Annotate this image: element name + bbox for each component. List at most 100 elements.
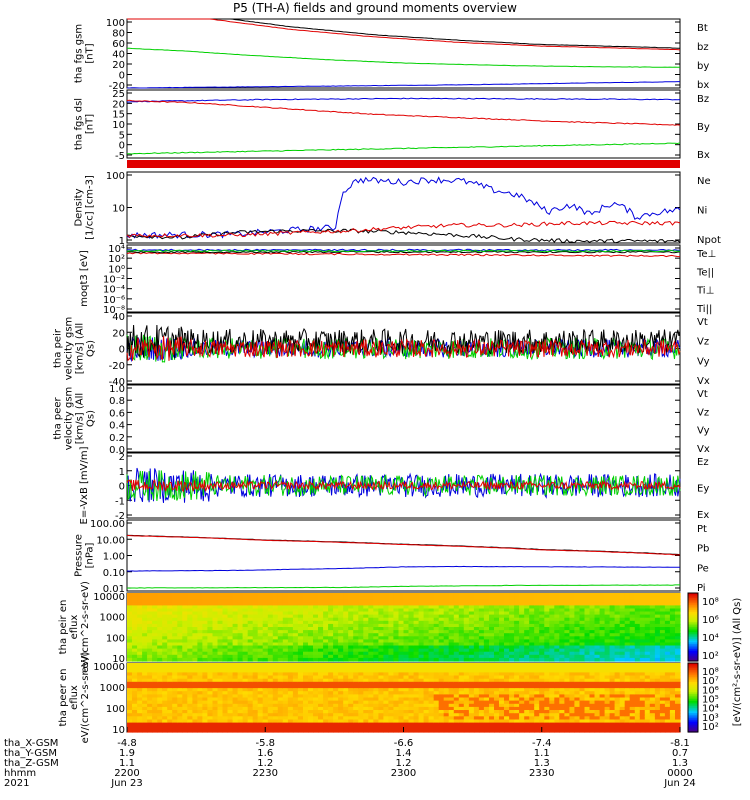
spectrogram-cell [207,688,213,692]
spectrogram-cell [393,648,399,653]
spectrogram-cell [529,627,535,631]
spectrogram-cell [142,697,148,702]
spectrogram-cell [172,617,178,622]
spectrogram-cell [282,642,289,647]
spectrogram-cell [654,639,661,644]
spectrogram-cell [534,710,540,714]
spectrogram-cell [569,728,575,733]
y-tick-label: 25 [112,89,125,100]
spectrogram-cell [142,694,148,699]
spectrogram-cell [303,728,309,733]
spectrogram-cell [217,706,224,711]
y-tick-label: 10² [108,254,125,265]
spectrogram-cell [232,648,239,653]
spectrogram-cell [539,602,545,606]
spectrogram-cell [157,697,163,702]
spectrogram-cell [443,685,450,689]
spectrogram-cell [594,713,601,717]
spectrogram-cell [152,623,158,628]
spectrogram-cell [192,713,198,717]
spectrogram-cell [328,697,334,702]
spectrogram-cell [182,713,188,717]
spectrogram-cell [614,675,621,680]
spectrogram-cell [227,666,234,670]
spectrogram-cell [599,633,606,637]
spectrogram-cell [664,611,671,616]
spectrogram-cell [267,691,274,695]
spectrogram-cell [368,688,374,692]
spectrogram-cell [609,675,616,680]
spectrogram-cell [292,599,299,603]
spectrogram-cell [142,716,148,720]
spectrogram-cell [353,633,359,637]
spectrogram-cell [649,716,656,720]
spectrogram-cell [232,685,239,689]
spectrogram-cell [478,620,485,625]
spectrogram-cell [569,651,575,656]
spectrogram-cell [308,657,314,662]
spectrogram-cell [358,700,364,705]
spectrogram-cell [569,605,575,610]
spectrogram-cell [247,666,254,670]
spectrogram-cell [348,623,354,628]
spectrogram-cell [494,694,500,699]
spectrogram-cell [473,703,480,708]
spectrogram-cell [202,691,208,695]
spectrogram-cell [217,627,224,631]
spectrogram-cell [383,694,389,699]
spectrogram-cell [192,685,198,689]
spectrogram-cell [217,666,224,670]
spectrogram-cell [152,605,158,610]
spectrogram-cell [549,672,555,677]
spectrogram-cell [182,700,188,705]
spectrogram-cell [292,728,299,733]
spectrogram-cell [669,623,676,628]
spectrogram-cell [182,620,188,625]
spectrogram-cell [252,728,259,733]
spectrogram-cell [519,608,525,613]
spectrogram-cell [368,722,374,727]
spectrogram-cell [478,608,485,613]
spectrogram-cell [579,706,586,711]
spectrogram-cell [262,716,269,720]
spectrogram-cell [594,602,601,606]
spectrogram-cell [257,700,264,705]
spectrogram-cell [338,639,344,644]
spectrogram-cell [192,669,198,673]
spectrogram-cell [157,645,163,650]
spectrogram-cell [489,593,495,597]
spectrogram-cell [343,719,349,724]
spectrogram-cell [549,725,555,730]
spectrogram-cell [287,620,294,625]
spectrogram-cell [589,672,596,677]
spectrogram-cell [147,681,153,686]
spectrogram-cell [554,669,560,673]
spectrogram-cell [262,688,269,692]
spectrogram-cell [167,716,173,720]
spectrogram-cell [413,630,420,634]
spectrogram-cell [142,700,148,705]
spectrogram-cell [132,678,138,683]
spectrogram-cell [252,694,259,699]
spectrogram-cell [403,593,410,597]
spectrogram-cell [192,728,198,733]
spectrogram-cell [403,617,410,622]
spectrogram-cell [664,620,671,625]
spectrogram-cell [212,642,219,647]
spectrogram-cell [544,719,550,724]
spectrogram-cell [262,666,269,670]
spectrogram-cell [368,678,374,683]
spectrogram-cell [398,681,405,686]
spectrogram-cell [463,685,470,689]
spectrogram-cell [609,639,616,644]
legend-Vt: Vt [697,389,708,400]
spectrogram-cell [152,633,158,637]
spectrogram-cell [172,691,178,695]
spectrogram-cell [629,639,636,644]
spectrogram-cell [649,666,656,670]
spectrogram-cell [448,620,455,625]
spectrogram-cell [162,651,168,656]
y-tick-label: 0 [119,141,125,152]
spectrogram-cell [353,605,359,610]
spectrogram-cell [554,710,560,714]
